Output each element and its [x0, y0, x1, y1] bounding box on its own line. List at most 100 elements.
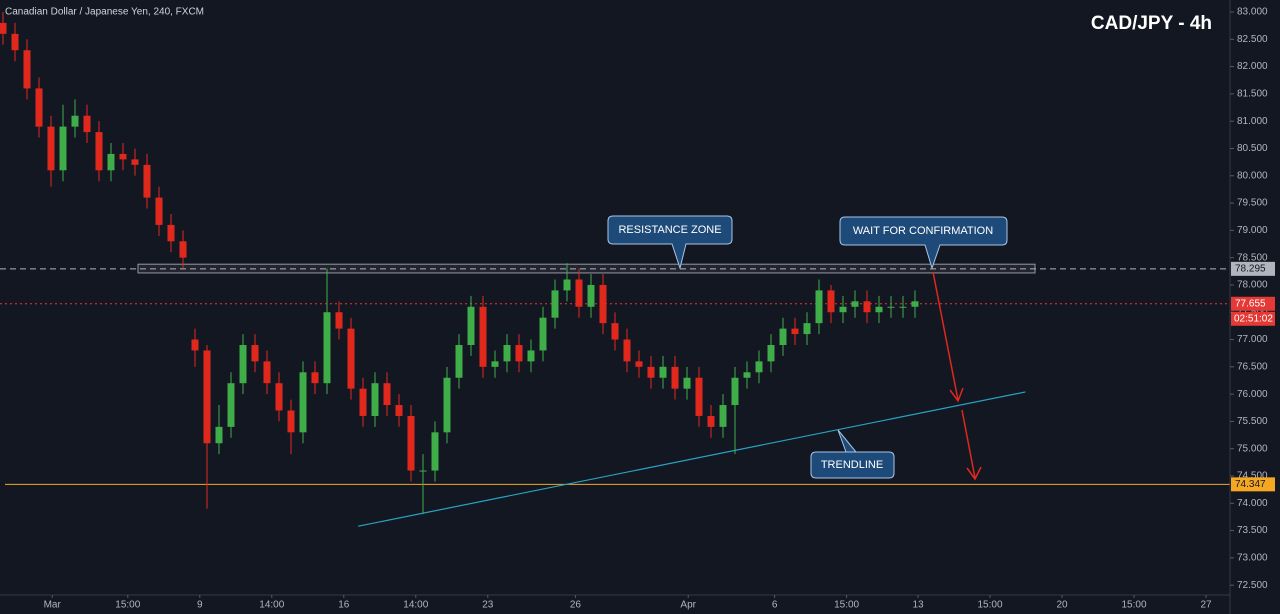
- y-tick-label: 78.000: [1237, 280, 1268, 291]
- price-label-box: [1231, 477, 1275, 492]
- y-tick-label: 82.500: [1237, 34, 1268, 45]
- y-tick-label: 76.500: [1237, 361, 1268, 372]
- x-tick-label: 20: [1056, 600, 1068, 611]
- x-tick-label: 15:00: [115, 600, 140, 611]
- candle-body: [143, 164, 151, 198]
- y-tick-label: 75.000: [1237, 443, 1268, 454]
- candle-body: [23, 50, 31, 89]
- candle-body: [347, 328, 355, 389]
- candle-body: [119, 153, 127, 160]
- candle-body: [551, 290, 559, 318]
- candle-body: [35, 88, 43, 127]
- candle-body: [671, 366, 679, 389]
- price-label: 74.347: [1235, 479, 1266, 490]
- y-tick-label: 80.500: [1237, 143, 1268, 154]
- price-label-box: [1231, 296, 1275, 311]
- candle-body: [371, 383, 379, 416]
- candle-body: [131, 159, 139, 165]
- chart-title: Canadian Dollar / Japanese Yen, 240, FXC…: [5, 7, 204, 18]
- y-tick-label: 73.500: [1237, 525, 1268, 536]
- candle-body: [515, 344, 523, 362]
- callout: WAIT FOR CONFIRMATION: [839, 216, 1008, 270]
- candle-body: [359, 388, 367, 416]
- price-label: 78.295: [1235, 263, 1266, 274]
- candle-body: [0, 22, 7, 34]
- candle-body: [695, 377, 703, 416]
- candle-body: [215, 426, 223, 444]
- candle-body: [227, 383, 235, 427]
- candle-body: [503, 344, 511, 362]
- candle-body: [911, 301, 919, 307]
- y-tick-label: 81.500: [1237, 89, 1268, 100]
- candle-body: [599, 284, 607, 324]
- candle-body: [251, 344, 259, 362]
- candle-body: [779, 328, 787, 345]
- callout: RESISTANCE ZONE: [607, 215, 733, 270]
- candle-body: [431, 432, 439, 471]
- candle-body: [863, 301, 871, 313]
- candle-body: [83, 115, 91, 133]
- candle-body: [275, 383, 283, 411]
- candle-body: [47, 126, 55, 171]
- candle-body: [179, 241, 187, 258]
- candle-body: [731, 377, 739, 406]
- x-tick-label: 15:00: [834, 600, 859, 611]
- y-tick-label: 73.000: [1237, 553, 1268, 564]
- candle-body: [839, 306, 847, 313]
- callout-text: TRENDLINE: [821, 459, 883, 471]
- y-tick-label: 79.000: [1237, 225, 1268, 236]
- candle-body: [743, 372, 751, 378]
- x-tick-label: 23: [482, 600, 494, 611]
- candle-body: [455, 344, 463, 378]
- candle-body: [71, 115, 79, 127]
- headline: CAD/JPY - 4h: [1091, 13, 1212, 34]
- candle-body: [875, 306, 883, 313]
- callout-text: WAIT FOR CONFIRMATION: [853, 225, 993, 237]
- candle-body: [539, 317, 547, 351]
- candle-body: [95, 132, 103, 171]
- candle-body: [527, 350, 535, 362]
- candle-body: [263, 361, 271, 384]
- y-tick-label: 75.500: [1237, 416, 1268, 427]
- plot-layer: [0, 12, 1230, 527]
- candle-body: [827, 290, 835, 313]
- y-tick-label: 79.500: [1237, 198, 1268, 209]
- candle-body: [815, 290, 823, 324]
- candle-body: [851, 301, 859, 307]
- candle-body: [467, 306, 475, 345]
- price-label: 77.655: [1235, 298, 1266, 309]
- candle-body: [623, 339, 631, 362]
- candle-body: [767, 344, 775, 362]
- y-tick-label: 74.000: [1237, 498, 1268, 509]
- callout-text: RESISTANCE ZONE: [618, 224, 721, 236]
- candle-body: [443, 377, 451, 433]
- candle-body: [791, 328, 799, 335]
- trendline: [358, 391, 1026, 527]
- x-tick-label: Mar: [44, 600, 62, 611]
- candle-body: [383, 383, 391, 406]
- x-tick-label: 15:00: [1121, 600, 1146, 611]
- x-tick-label: 9: [197, 600, 203, 611]
- candle-body: [155, 197, 163, 225]
- candle-body: [659, 366, 667, 378]
- candle-body: [479, 306, 487, 367]
- candle-body: [11, 33, 19, 51]
- candle-body: [323, 312, 331, 384]
- x-tick-label: 14:00: [259, 600, 284, 611]
- candle-body: [647, 366, 655, 378]
- x-tick-label: Apr: [680, 600, 696, 611]
- y-tick-label: 78.500: [1237, 252, 1268, 263]
- candle-body: [887, 306, 895, 308]
- candle-body: [587, 284, 595, 307]
- countdown: 02:51:02: [1234, 313, 1273, 324]
- candle-body: [287, 410, 295, 433]
- candle-body: [575, 279, 583, 307]
- candle-body: [899, 306, 907, 308]
- x-tick-label: 15:00: [977, 600, 1002, 611]
- countdown-box: [1231, 311, 1275, 326]
- x-tick-label: 26: [570, 600, 582, 611]
- candle-body: [203, 350, 211, 444]
- candle-body: [407, 415, 415, 471]
